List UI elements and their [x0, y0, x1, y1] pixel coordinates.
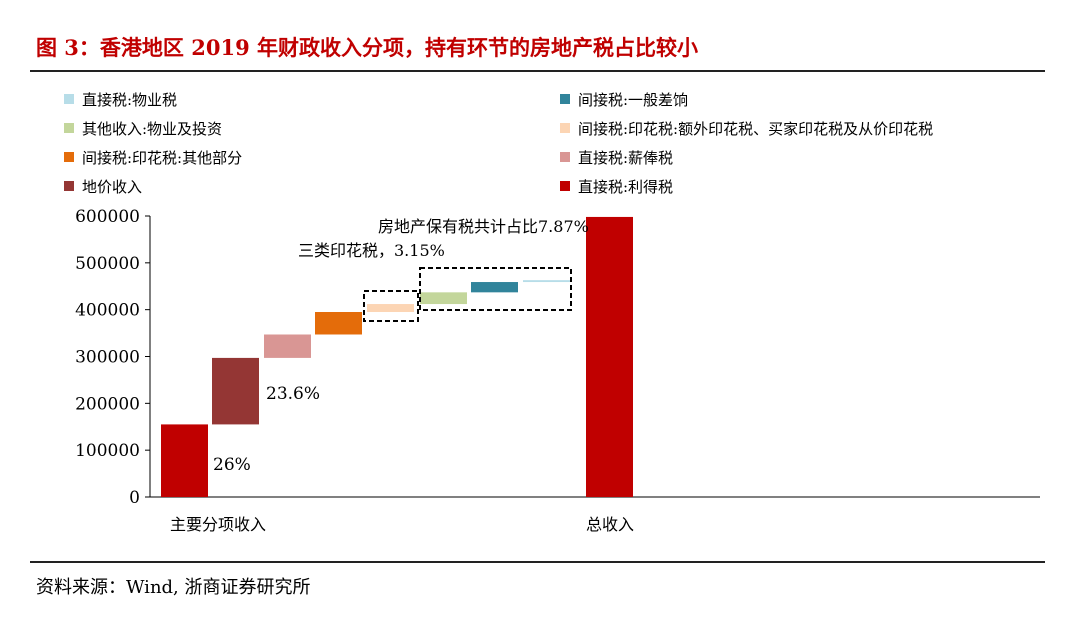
legend-swatch — [560, 123, 570, 133]
legend-label: 间接税:一般差饷 — [578, 91, 688, 109]
y-tick-label: 400000 — [75, 301, 140, 321]
bar-7 — [471, 282, 518, 293]
bar-6 — [420, 292, 467, 305]
legend-swatch — [64, 181, 74, 191]
stamp-duty-annotation: 三类印花税，3.15% — [298, 241, 445, 260]
bar-2 — [212, 357, 259, 425]
legend-label: 地价收入 — [82, 178, 142, 196]
legend-label: 其他收入:物业及投资 — [82, 120, 222, 138]
bar-4 — [315, 312, 362, 335]
legend-label: 间接税:印花税:额外印花税、买家印花税及从价印花税 — [578, 120, 933, 138]
legend-label: 直接税:物业税 — [82, 91, 177, 109]
data-label: 23.6% — [266, 384, 320, 404]
y-tick-label: 600000 — [75, 207, 140, 227]
y-tick-label: 100000 — [75, 441, 140, 461]
bar-9 — [586, 216, 633, 498]
bar-3 — [264, 334, 311, 358]
bar-5 — [367, 304, 414, 313]
y-tick-label: 500000 — [75, 254, 140, 274]
data-label: 26% — [213, 455, 251, 475]
top-rule — [30, 70, 1045, 72]
legend-swatch — [64, 123, 74, 133]
bars: 26% 23.6% — [161, 216, 633, 498]
stamp-duty-highlight-box — [363, 290, 419, 322]
legend-swatch — [560, 94, 570, 104]
source-note: 资料来源：Wind, 浙商证券研究所 — [36, 577, 311, 598]
property-tax-highlight-box — [419, 267, 572, 311]
y-tick-label: 300000 — [75, 348, 140, 368]
property-tax-annotation: 房地产保有税共计占比7.87% — [378, 217, 589, 236]
legend-label: 直接税:利得税 — [578, 178, 673, 196]
bar-8 — [523, 280, 570, 283]
x-category-label: 总收入 — [586, 515, 634, 534]
y-tick-label: 0 — [129, 488, 140, 508]
x-category-label: 主要分项收入 — [170, 515, 266, 534]
axes: 0 100000 200000 300000 400000 500000 600000 主要分… — [75, 207, 1040, 534]
bottom-rule — [30, 561, 1045, 563]
legend-swatch — [64, 152, 74, 162]
figure-title: 图 3：香港地区 2019 年财政收入分项，持有环节的房地产税占比较小 — [36, 35, 698, 60]
bar-1 — [161, 424, 208, 497]
legend-swatch — [560, 181, 570, 191]
legend-swatch — [560, 152, 570, 162]
legend-label: 直接税:薪俸税 — [578, 149, 673, 167]
legend-swatch — [64, 94, 74, 104]
annotations: 三类印花税，3.15% 房地产保有税共计占比7.87% — [298, 217, 589, 322]
legend-label: 间接税:印花税:其他部分 — [82, 149, 242, 167]
y-tick-label: 200000 — [75, 394, 140, 414]
